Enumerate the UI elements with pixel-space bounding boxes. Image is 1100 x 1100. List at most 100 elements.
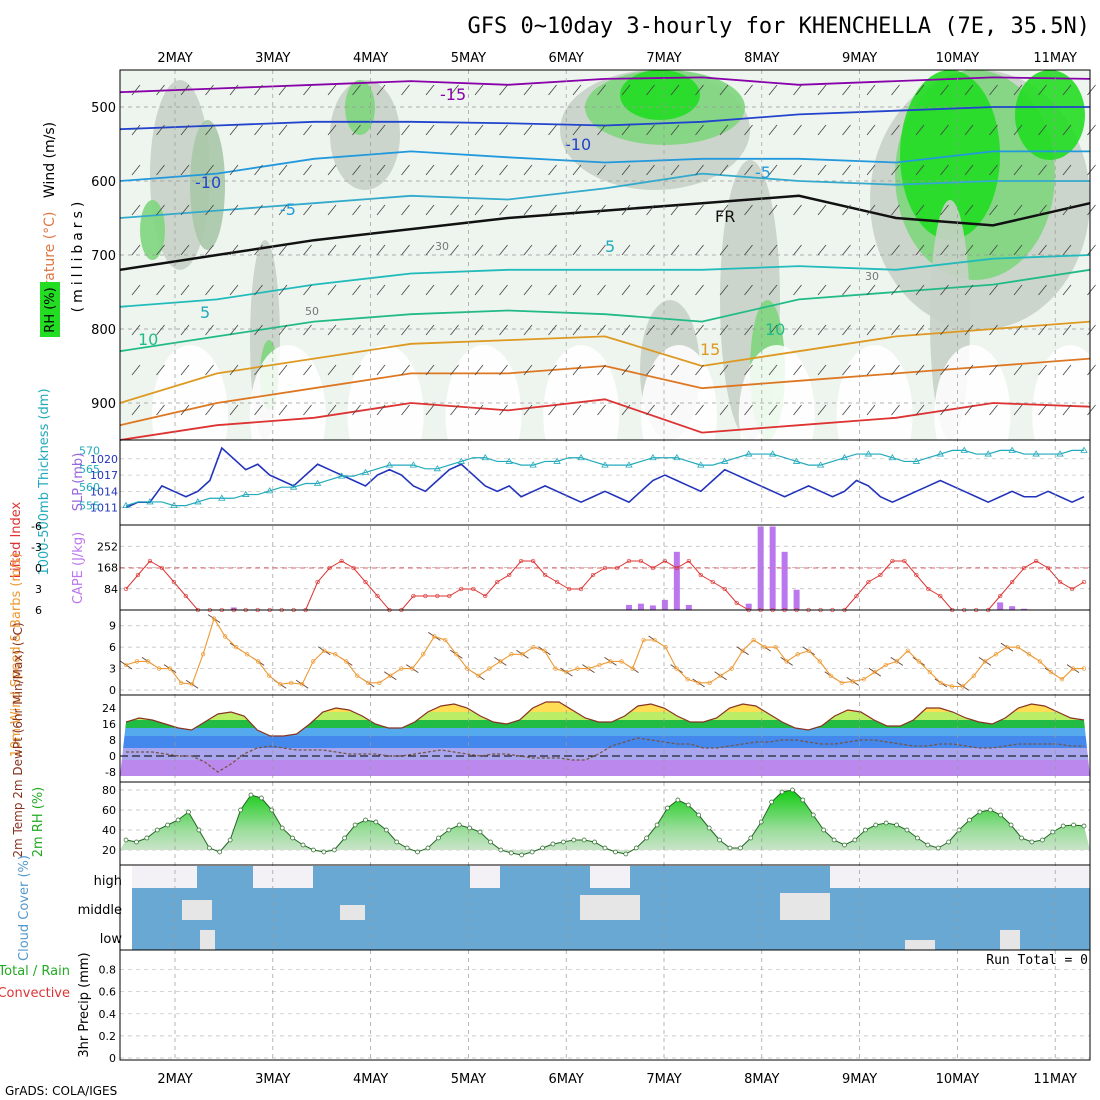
rh-point [207, 846, 211, 850]
rh-point [384, 828, 388, 832]
rh-point [613, 850, 617, 854]
rh-point [1061, 824, 1065, 828]
cape-bar [638, 604, 644, 610]
rh-point [915, 836, 919, 840]
rh-point [936, 846, 940, 850]
isotherm-label-0: -15 [440, 85, 466, 104]
rh-point [593, 840, 597, 844]
rh-shade-12 [1015, 70, 1085, 160]
rh-point [811, 813, 815, 817]
date-label-top-8MAY: 8MAY [744, 51, 779, 66]
cloud-clear-3 [590, 866, 630, 888]
rh-point [478, 830, 482, 834]
temp-band-4 [120, 720, 1090, 728]
cloud-clear-9 [905, 940, 935, 950]
rh-tick-20: 20 [102, 844, 116, 857]
cape-bar [782, 552, 788, 610]
rh-tick-40: 40 [102, 824, 116, 837]
temp2m-tick--8: -8 [105, 766, 116, 779]
panel-border-wind [120, 610, 1090, 695]
rh-point [603, 846, 607, 850]
isotherm-label-8: 10 [765, 320, 785, 339]
rh-point [634, 846, 638, 850]
rh-point [895, 823, 899, 827]
date-label-bottom-5MAY: 5MAY [451, 1072, 486, 1087]
cloud-clear-6 [780, 893, 830, 920]
rh-point [790, 788, 794, 792]
rh-point [353, 823, 357, 827]
rh-point [978, 810, 982, 814]
wind-tick-6: 6 [109, 641, 116, 654]
chart-title: GFS 0~10day 3-hourly for KHENCHELLA (7E,… [467, 14, 1090, 39]
run-total: Run Total = 0 [986, 953, 1088, 968]
rh-point [124, 838, 128, 842]
date-label-bottom-3MAY: 3MAY [255, 1072, 290, 1087]
axis-label-rh: RH (%) [43, 287, 58, 332]
rh-contour-label-0: 30 [435, 240, 449, 253]
rh-point [884, 821, 888, 825]
date-label-top-3MAY: 3MAY [255, 51, 290, 66]
date-label-bottom-10MAY: 10MAY [936, 1072, 980, 1087]
rh-point [301, 843, 305, 847]
date-label-top-10MAY: 10MAY [936, 51, 980, 66]
rh-point [645, 836, 649, 840]
wind-tick-9: 9 [109, 620, 116, 633]
rh-point [749, 836, 753, 840]
cape-bar [674, 552, 680, 610]
rh-point [322, 850, 326, 854]
cape-bar [1009, 606, 1015, 610]
cloud-clear-0 [132, 866, 197, 888]
cloud-clear-8 [1000, 930, 1020, 950]
axis-label-cloud: Cloud Cover (%) [17, 855, 32, 961]
date-label-bottom-4MAY: 4MAY [353, 1072, 388, 1087]
li-tick--3: -3 [31, 541, 42, 554]
dry-pocket-3 [445, 345, 521, 485]
upper-axis-labels: Wind (m/s)Temperature (°C) (millibars)RH … [40, 122, 86, 337]
wind-speed-line [126, 619, 1084, 687]
date-label-bottom-9MAY: 9MAY [842, 1072, 877, 1087]
axis-label-precip: 3hr Precip (mm) [77, 952, 92, 1057]
rh-point [572, 838, 576, 842]
rh-point [332, 848, 336, 852]
rh-contour-label-2: 30 [865, 270, 879, 283]
isotherm-label-4: -5 [755, 163, 771, 182]
rh-point [780, 790, 784, 794]
rh-point [988, 808, 992, 812]
rh-point [665, 806, 669, 810]
axis-label-temp2m: 2m Temp 2m DewPt (6hr Min/Max) (°C) [11, 622, 25, 857]
cape-bar [650, 605, 656, 610]
date-label-bottom-6MAY: 6MAY [549, 1072, 584, 1087]
rh-point [405, 846, 409, 850]
temp2m-tick-24: 24 [102, 702, 116, 715]
rh-point [488, 840, 492, 844]
rh-point [1051, 830, 1055, 834]
pressure-tick-800: 800 [91, 323, 116, 338]
wind-tick-0: 0 [109, 684, 116, 697]
precip-tick-0.4: 0.4 [99, 1008, 117, 1021]
footer-credit: GrADS: COLA/IGES [5, 1084, 117, 1098]
pressure-tick-900: 900 [91, 397, 116, 412]
temp-bands [120, 688, 1090, 776]
axis-label-wind: Wind (m/s) [42, 122, 58, 198]
date-label-bottom-8MAY: 8MAY [744, 1072, 779, 1087]
rh-point [134, 840, 138, 844]
precip-tick-0.6: 0.6 [99, 986, 117, 999]
rh-point [259, 796, 263, 800]
date-label-bottom-11MAY: 11MAY [1033, 1072, 1077, 1087]
wind-tick-3: 3 [109, 663, 116, 676]
cape-bar [758, 527, 764, 610]
rh-point [426, 846, 430, 850]
rh-point [843, 843, 847, 847]
cape-bar [626, 605, 632, 610]
li-tick-6: 6 [35, 604, 42, 617]
rh-point [343, 836, 347, 840]
rh-point [520, 853, 524, 857]
isotherm-label-9: 15 [700, 340, 720, 359]
cape-bar [686, 605, 692, 610]
rh-point [718, 838, 722, 842]
axis-label-slp: SLP (mb) [71, 453, 86, 512]
rh-point [697, 813, 701, 817]
panel-border-precip [120, 950, 1090, 1060]
rh-point [155, 828, 159, 832]
